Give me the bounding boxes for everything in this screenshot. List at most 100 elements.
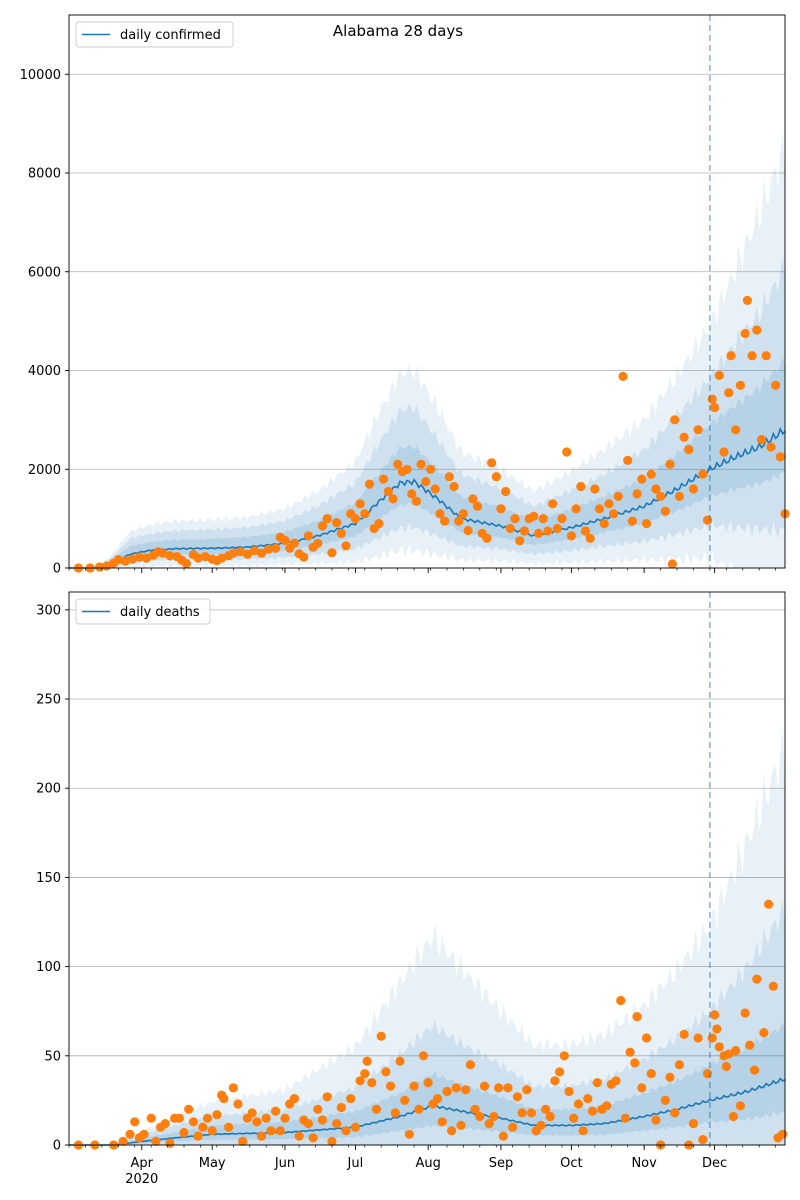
observed-point (440, 516, 450, 526)
observed-point (698, 1135, 708, 1145)
observed-point (674, 491, 685, 501)
observed-point (395, 1056, 405, 1066)
observed-point (724, 1049, 734, 1059)
band-95 (69, 724, 785, 1145)
observed-point (367, 1078, 377, 1088)
observed-point (766, 442, 776, 452)
observed-point (752, 974, 762, 984)
y-tick-label: 50 (44, 1049, 61, 1064)
axes-frame (68, 591, 786, 1146)
observed-point (623, 455, 633, 465)
observed-point (604, 499, 614, 509)
observed-point (470, 1104, 480, 1114)
x-tick-label: Jun (274, 1156, 295, 1171)
observed-point (515, 536, 525, 546)
observed-point (376, 1031, 386, 1041)
observed-point (545, 1111, 555, 1122)
observed-point (651, 1115, 661, 1125)
observed-point (355, 499, 365, 509)
observed-point (576, 481, 586, 492)
observed-point (740, 1008, 750, 1018)
observed-point (134, 552, 144, 562)
observed-point (447, 1126, 457, 1136)
observed-point (374, 519, 384, 529)
observed-point (543, 526, 553, 536)
observed-point (508, 1122, 518, 1132)
observed-point (266, 1126, 276, 1136)
observed-point (322, 514, 332, 524)
observed-point (529, 511, 539, 521)
observed-point (587, 1106, 598, 1116)
observed-point (249, 546, 260, 556)
observed-point (228, 548, 238, 558)
observed-point (541, 1104, 551, 1114)
observed-point (764, 899, 774, 909)
y-tick-label: 10000 (20, 68, 61, 83)
observed-point (550, 1076, 560, 1086)
observed-point (461, 1085, 471, 1095)
y-tick-label: 0 (53, 562, 61, 577)
observed-point (637, 474, 647, 484)
observed-point (684, 444, 694, 455)
observed-point (409, 1081, 419, 1091)
observed-point (456, 1120, 466, 1130)
observed-point (749, 1065, 760, 1075)
observed-point (494, 1083, 504, 1093)
observed-point (479, 1081, 490, 1091)
deaths-panel: 0 50 100 150 200 250 300 Apr May Jun Jul Aug Sep Oct N… (36, 591, 788, 1187)
observed-point (233, 1099, 243, 1109)
legend-box (75, 21, 234, 48)
observed-point (303, 531, 313, 541)
observed-point (512, 1092, 523, 1102)
observed-point (742, 295, 753, 305)
observed-point (719, 447, 729, 457)
observed-point (451, 1083, 461, 1093)
legend-box (75, 598, 211, 625)
observed-point (299, 552, 309, 562)
observed-point (670, 1108, 680, 1118)
observed-point (641, 1033, 652, 1043)
observed-point (219, 1094, 229, 1104)
observed-point (444, 472, 454, 482)
observed-point (496, 504, 506, 514)
observed-point (430, 484, 440, 494)
observed-point (571, 504, 581, 514)
x-tick-label: Aug (415, 1156, 440, 1171)
observed-point (350, 1122, 360, 1132)
observed-point (303, 1119, 313, 1129)
observed-point (383, 486, 393, 497)
x-tick-label: Oct (560, 1156, 582, 1171)
observed-point (726, 351, 736, 361)
observed-point (724, 388, 734, 398)
observed-point (275, 1126, 285, 1136)
observed-point (555, 1067, 565, 1077)
observed-point (611, 1076, 621, 1086)
observed-point (627, 516, 638, 526)
band-95 (69, 128, 785, 568)
observed-point (442, 1086, 452, 1097)
observed-point (688, 1119, 699, 1129)
x-year-label: 2020 (125, 1172, 158, 1187)
y-tick-label: 200 (36, 782, 61, 797)
observed-point (423, 1078, 433, 1088)
observed-point (761, 351, 771, 361)
y-tick-label: 0 (53, 1139, 61, 1154)
observed-point (212, 1110, 222, 1120)
observed-point (336, 1102, 346, 1113)
observed-point (740, 328, 750, 339)
observed-point (557, 514, 567, 524)
observed-point (362, 1056, 372, 1066)
observed-point (350, 514, 360, 524)
observed-point (146, 1113, 156, 1123)
observed-point (360, 509, 370, 519)
observed-point (630, 1058, 640, 1068)
observed-point (404, 1129, 414, 1139)
observed-point (585, 533, 595, 544)
observed-point (618, 371, 628, 381)
observed-point (411, 496, 421, 506)
band-50 (69, 356, 785, 568)
observed-point (247, 1108, 257, 1118)
observed-point (501, 486, 511, 497)
observed-point (332, 1119, 342, 1129)
observed-point (294, 1131, 304, 1141)
